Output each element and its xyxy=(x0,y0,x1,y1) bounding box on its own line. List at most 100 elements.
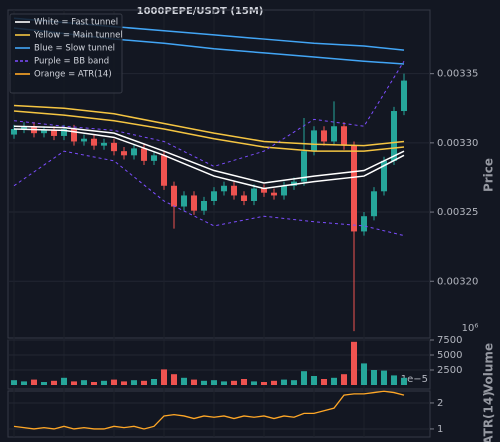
volume-bar xyxy=(161,369,167,385)
volume-bar xyxy=(131,380,137,385)
volume-bar xyxy=(121,381,127,385)
candle-body xyxy=(101,142,107,146)
panel-frame xyxy=(7,390,431,438)
volume-bar xyxy=(361,363,367,385)
volume-bar xyxy=(261,382,267,385)
volume-bar xyxy=(91,382,97,385)
volume-bar xyxy=(41,382,47,385)
volume-bar xyxy=(391,375,397,385)
volume-bar xyxy=(321,379,327,385)
candle-body xyxy=(231,185,237,196)
y-tick-label: 0.00335 xyxy=(437,69,478,80)
candle-body xyxy=(281,185,287,196)
volume-bar xyxy=(201,380,207,385)
volume-bar xyxy=(101,380,107,385)
candle-body xyxy=(161,155,167,186)
volume-bar xyxy=(381,370,387,385)
chart-title: 1000PEPE/USDT (15M) xyxy=(137,6,264,17)
candle-body xyxy=(331,126,337,142)
volume-bar xyxy=(241,379,247,385)
volume-axis-label: Volume xyxy=(482,343,496,393)
volume-bar xyxy=(21,381,27,385)
candle-body xyxy=(141,148,147,161)
volume-bar xyxy=(271,380,277,385)
volume-bar xyxy=(351,341,357,385)
volume-bar xyxy=(301,371,307,385)
candle-body xyxy=(261,188,267,193)
y-tick-label: 0.00320 xyxy=(437,276,478,287)
candle-body xyxy=(181,195,187,207)
legend-text: Purple = BB band xyxy=(34,57,109,67)
candle-body xyxy=(111,142,117,152)
volume-bar xyxy=(211,380,217,385)
candle-body xyxy=(151,155,157,161)
legend-text: Orange = ATR(14) xyxy=(34,70,112,80)
candle-body xyxy=(341,126,347,146)
y-tick-label: 1 xyxy=(437,424,443,435)
volume-bar xyxy=(291,380,297,385)
candle-body xyxy=(51,130,57,136)
volume-bar xyxy=(111,379,117,385)
volume-bar xyxy=(61,377,67,385)
volume-bar xyxy=(151,379,157,385)
candle-body xyxy=(301,151,307,182)
volume-bar xyxy=(401,377,407,385)
candle-body xyxy=(81,138,87,142)
volume-bar xyxy=(371,370,377,385)
volume-bar xyxy=(81,380,87,385)
candle-body xyxy=(21,126,27,130)
atr-offset: 1e−5 xyxy=(401,374,428,385)
candle-body xyxy=(241,195,247,201)
volume-bar xyxy=(171,374,177,385)
legend-text: White = Fast tunnel xyxy=(34,18,118,28)
overlay-line xyxy=(13,104,405,147)
candle-body xyxy=(271,192,277,196)
y-tick-label: 2 xyxy=(437,398,443,409)
overlay-line xyxy=(13,128,405,190)
candle-body xyxy=(351,145,357,232)
y-tick-label: 2500 xyxy=(437,365,462,376)
overlay-line xyxy=(13,150,405,237)
candle-body xyxy=(91,138,97,146)
candle-body xyxy=(211,191,217,201)
candle-body xyxy=(41,130,47,134)
panel-frame xyxy=(7,9,431,339)
y-axis-label: Price xyxy=(482,158,496,192)
atr-line xyxy=(13,390,405,430)
candle-body xyxy=(191,195,197,211)
overlay-line xyxy=(13,110,405,152)
candle-body xyxy=(311,130,317,152)
candle-body xyxy=(201,200,207,211)
candle-body xyxy=(171,185,177,207)
candle-body xyxy=(361,216,367,232)
volume-bar xyxy=(51,380,57,385)
y-tick-label: 0.00325 xyxy=(437,207,478,218)
legend-box xyxy=(9,13,123,94)
y-tick-label: 7500 xyxy=(437,335,462,346)
volume-bar xyxy=(251,381,257,385)
volume-bar xyxy=(181,377,187,385)
volume-bar xyxy=(311,376,317,385)
candle-body xyxy=(391,111,397,161)
legend-text: Blue = Slow tunnel xyxy=(34,44,115,54)
volume-bar xyxy=(11,380,17,385)
candle-body xyxy=(381,160,387,192)
candle-body xyxy=(321,130,327,142)
overlay-line xyxy=(13,125,405,184)
candle-body xyxy=(371,191,377,217)
candle-body xyxy=(61,129,67,136)
volume-bar xyxy=(31,379,37,385)
volume-bar xyxy=(191,379,197,385)
candle-body xyxy=(401,80,407,112)
volume-bar xyxy=(141,380,147,385)
y-tick-label: 5000 xyxy=(437,350,462,361)
overlay-line xyxy=(13,60,405,167)
atr-axis-label: ATR(14) xyxy=(482,391,496,442)
candle-body xyxy=(251,188,257,201)
y-tick-label: 0.00330 xyxy=(437,138,478,149)
candle-body xyxy=(121,151,127,156)
legend-text: Yellow = Main tunnel xyxy=(33,31,123,41)
candle-body xyxy=(11,129,17,135)
volume-bar xyxy=(231,380,237,385)
